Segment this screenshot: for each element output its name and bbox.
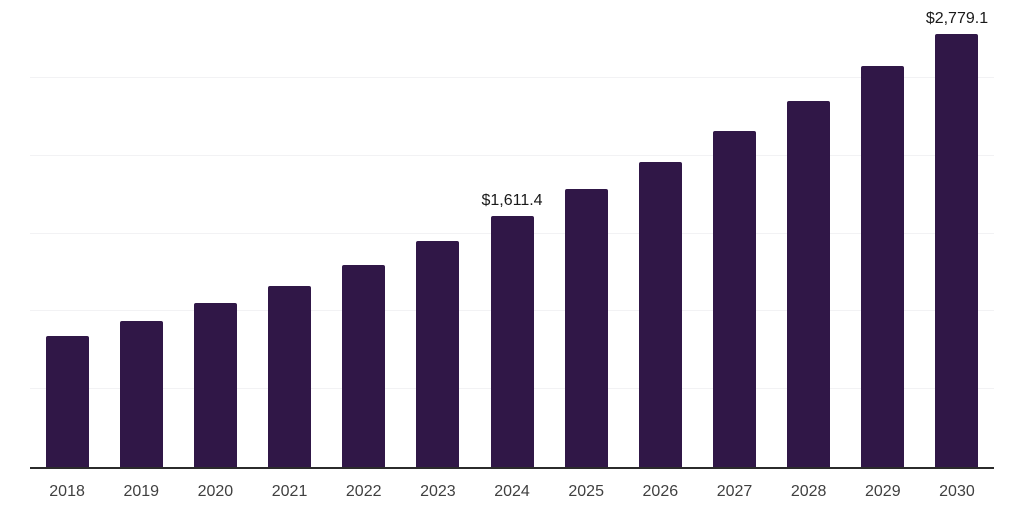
bar-2030 — [935, 34, 979, 467]
bar-band-2029 — [846, 2, 920, 467]
bar-2028 — [787, 101, 831, 467]
x-tick-label-2028: 2028 — [790, 483, 827, 500]
bar-band-2018 — [30, 2, 104, 467]
bar-band-2024: $1,611.4 — [475, 2, 549, 467]
bar-2019 — [119, 320, 163, 467]
bar-2022 — [342, 265, 386, 467]
bar-2020 — [193, 302, 237, 467]
x-tick-label-2024: 2024 — [494, 483, 530, 500]
bar-band-2028 — [772, 2, 846, 467]
x-tick-label-2020: 2020 — [197, 483, 234, 500]
bar-2021 — [268, 285, 312, 467]
x-tick-label-2023: 2023 — [420, 483, 456, 500]
x-tick-label-2029: 2029 — [865, 483, 901, 500]
bar-band-2019 — [104, 2, 178, 467]
plot-area: $1,611.4 $2,779.1 — [30, 2, 994, 469]
bar-2023 — [416, 241, 460, 467]
x-tick-label-2025: 2025 — [568, 483, 604, 500]
bar-band-2030: $2,779.1 — [920, 2, 994, 467]
bar-band-2021 — [252, 2, 326, 467]
bar-2018 — [45, 336, 89, 467]
bar-band-2025 — [549, 2, 623, 467]
bar-2027 — [712, 131, 756, 467]
gridline — [30, 154, 994, 156]
bar-band-2020 — [178, 2, 252, 467]
bars-container: $1,611.4 $2,779.1 — [30, 2, 994, 467]
data-label-2030: $2,779.1 — [925, 10, 989, 28]
x-tick-label-2021: 2021 — [271, 483, 308, 500]
x-tick-label-2026: 2026 — [642, 483, 679, 500]
x-tick-label-2018: 2018 — [49, 483, 85, 500]
data-label-2024: $1,611.4 — [481, 192, 543, 210]
bar-band-2026 — [623, 2, 697, 467]
x-axis: 2018 2019 2020 2021 2022 2023 2024 2025 2026 2027… — [30, 482, 994, 502]
bar-band-2023 — [401, 2, 475, 467]
bar-band-2027 — [697, 2, 771, 467]
x-tick-label-2019: 2019 — [123, 483, 160, 500]
bar-2029 — [861, 65, 905, 467]
bar-band-2022 — [327, 2, 401, 467]
bar-2026 — [638, 161, 682, 467]
gridline — [30, 76, 994, 78]
x-tick-label-2030: 2030 — [939, 483, 975, 500]
x-tick-label-2027: 2027 — [716, 483, 753, 500]
x-tick-label-2022: 2022 — [345, 483, 382, 500]
bar-2025 — [564, 188, 608, 467]
bar-2024 — [490, 216, 534, 467]
